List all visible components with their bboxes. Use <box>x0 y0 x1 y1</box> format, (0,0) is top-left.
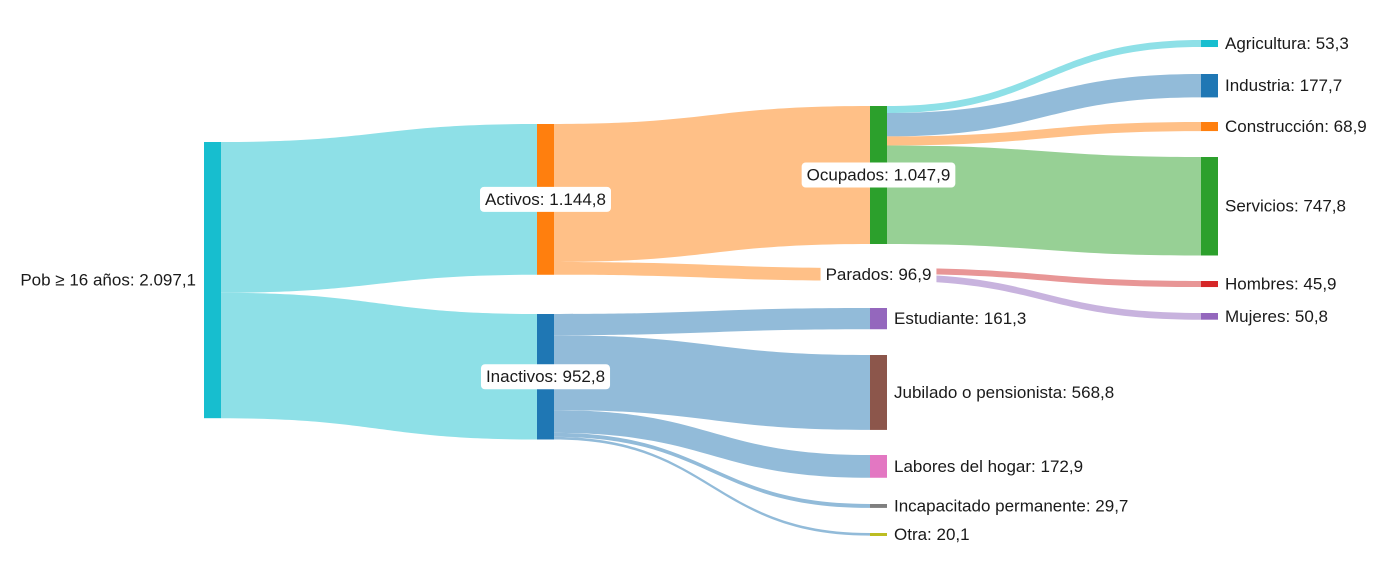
node-label-text-jubilado: Jubilado o pensionista: 568,8 <box>894 383 1114 402</box>
labels-layer: Pob ≥ 16 años: 2.097,1 Activos: 1.144,8 In… <box>20 34 1366 544</box>
node-estudiante <box>870 308 887 330</box>
node-label-text-pob: Pob ≥ 16 años: 2.097,1 <box>20 271 196 290</box>
link-inactivos-incapacitado <box>554 432 870 508</box>
node-industria <box>1201 74 1218 98</box>
node-label-mujeres: Mujeres: 50,8 <box>1225 307 1328 326</box>
node-hombres <box>1201 281 1218 288</box>
node-label-text-labores: Labores del hogar: 172,9 <box>894 457 1083 476</box>
node-label-text-otra: Otra: 20,1 <box>894 525 970 544</box>
link-inactivos-labores <box>554 410 870 478</box>
node-label-activos: Activos: 1.144,8 <box>480 186 611 212</box>
node-label-text-agricultura: Agricultura: 53,3 <box>1225 34 1349 53</box>
node-label-hombres: Hombres: 45,9 <box>1225 275 1337 294</box>
node-label-jubilado: Jubilado o pensionista: 568,8 <box>894 383 1114 402</box>
link-ocupados-agricultura <box>887 40 1201 114</box>
link-inactivos-estudiante <box>554 308 870 336</box>
node-label-text-activos: Activos: 1.144,8 <box>485 190 606 209</box>
node-incapacitado <box>870 504 887 508</box>
node-label-text-servicios: Servicios: 747,8 <box>1225 197 1346 216</box>
node-label-text-incapacitado: Incapacitado permanente: 29,7 <box>894 496 1128 515</box>
link-ocupados-servicios <box>887 145 1201 256</box>
node-construccion <box>1201 122 1218 132</box>
link-parados-hombres <box>887 268 1201 288</box>
link-ocupados-industria <box>887 74 1201 137</box>
node-label-labores: Labores del hogar: 172,9 <box>894 457 1083 476</box>
node-label-box-inactivos <box>480 364 611 390</box>
node-label-estudiante: Estudiante: 161,3 <box>894 309 1026 328</box>
node-agricultura <box>1201 40 1218 48</box>
link-pob-inactivos <box>221 292 537 440</box>
node-label-servicios: Servicios: 747,8 <box>1225 197 1346 216</box>
link-activos-parados <box>554 262 870 281</box>
link-activos-ocupados <box>554 106 870 263</box>
node-label-inactivos: Inactivos: 952,8 <box>480 364 611 390</box>
node-label-pob: Pob ≥ 16 años: 2.097,1 <box>20 271 196 290</box>
link-inactivos-jubilado <box>554 335 870 430</box>
node-label-box-activos <box>480 186 611 212</box>
node-label-text-estudiante: Estudiante: 161,3 <box>894 309 1026 328</box>
link-pob-activos <box>221 124 537 293</box>
node-label-construccion: Construcción: 68,9 <box>1225 117 1367 136</box>
node-mujeres <box>1201 313 1218 320</box>
node-label-ocupados: Ocupados: 1.047,9 <box>801 162 956 188</box>
node-label-text-inactivos: Inactivos: 952,8 <box>486 367 605 386</box>
node-label-text-parados: Parados: 96,9 <box>826 265 932 284</box>
link-parados-mujeres <box>887 274 1201 320</box>
node-label-text-industria: Industria: 177,7 <box>1225 76 1342 95</box>
link-ocupados-construccion <box>887 122 1201 146</box>
node-pob <box>204 142 221 419</box>
node-label-incapacitado: Incapacitado permanente: 29,7 <box>894 496 1128 515</box>
node-label-text-ocupados: Ocupados: 1.047,9 <box>807 166 951 185</box>
node-servicios <box>1201 157 1218 256</box>
links-layer <box>221 40 1201 536</box>
node-label-box-parados <box>820 261 937 287</box>
node-label-box-ocupados <box>801 162 956 188</box>
node-jubilado <box>870 355 887 430</box>
node-label-agricultura: Agricultura: 53,3 <box>1225 34 1349 53</box>
node-label-otra: Otra: 20,1 <box>894 525 970 544</box>
node-labores <box>870 455 887 478</box>
node-label-text-mujeres: Mujeres: 50,8 <box>1225 307 1328 326</box>
node-label-text-construccion: Construcción: 68,9 <box>1225 117 1367 136</box>
node-label-text-hombres: Hombres: 45,9 <box>1225 275 1337 294</box>
node-label-parados: Parados: 96,9 <box>820 261 937 287</box>
link-inactivos-otra <box>554 436 870 536</box>
node-label-industria: Industria: 177,7 <box>1225 76 1342 95</box>
node-otra <box>870 533 887 536</box>
